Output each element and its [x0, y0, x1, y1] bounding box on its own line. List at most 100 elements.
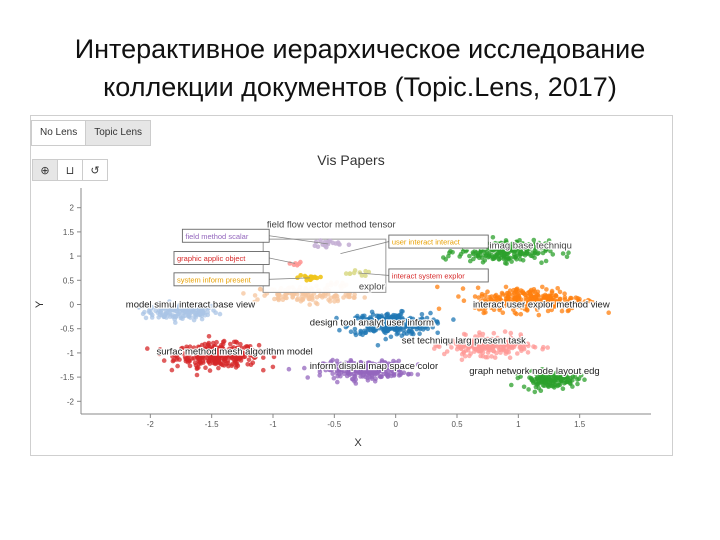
data-point[interactable]: [217, 311, 223, 317]
data-point[interactable]: [538, 243, 543, 249]
data-point[interactable]: [286, 366, 292, 372]
data-point[interactable]: [350, 319, 356, 325]
data-point[interactable]: [206, 340, 212, 346]
data-point[interactable]: [341, 295, 346, 300]
data-point[interactable]: [495, 251, 500, 256]
data-point[interactable]: [563, 370, 569, 376]
data-point[interactable]: [196, 344, 201, 350]
lens-point[interactable]: [363, 273, 368, 278]
data-point[interactable]: [295, 296, 301, 301]
data-point[interactable]: [458, 251, 464, 257]
data-point[interactable]: [235, 363, 241, 369]
lens-point[interactable]: [326, 239, 332, 244]
data-point[interactable]: [501, 253, 506, 258]
data-point[interactable]: [161, 314, 167, 320]
lens-point[interactable]: [343, 271, 349, 276]
data-point[interactable]: [206, 334, 212, 339]
data-point[interactable]: [524, 247, 529, 252]
data-point[interactable]: [241, 291, 246, 296]
data-point[interactable]: [328, 320, 333, 325]
data-point[interactable]: [372, 362, 378, 367]
data-point[interactable]: [483, 296, 488, 302]
data-point[interactable]: [478, 353, 483, 359]
data-point[interactable]: [478, 299, 484, 305]
data-point[interactable]: [183, 358, 189, 364]
data-point[interactable]: [299, 294, 305, 299]
data-point[interactable]: [515, 351, 520, 356]
data-point[interactable]: [374, 322, 379, 327]
data-point[interactable]: [361, 372, 366, 378]
data-point[interactable]: [461, 350, 467, 355]
data-point[interactable]: [548, 248, 553, 254]
data-point[interactable]: [476, 345, 481, 351]
data-point[interactable]: [199, 342, 205, 348]
data-point[interactable]: [143, 315, 149, 321]
data-point[interactable]: [255, 297, 260, 302]
data-point[interactable]: [568, 298, 573, 304]
data-point[interactable]: [328, 360, 333, 366]
data-point[interactable]: [252, 299, 257, 305]
data-point[interactable]: [560, 304, 565, 310]
data-point[interactable]: [364, 363, 369, 368]
data-point[interactable]: [540, 284, 545, 290]
data-point[interactable]: [161, 358, 167, 363]
data-point[interactable]: [185, 350, 190, 356]
data-point[interactable]: [264, 349, 269, 354]
data-point[interactable]: [525, 350, 531, 355]
data-point[interactable]: [497, 294, 503, 300]
data-point[interactable]: [502, 303, 507, 309]
data-point[interactable]: [449, 337, 455, 343]
data-point[interactable]: [522, 306, 528, 312]
data-point[interactable]: [514, 340, 520, 346]
data-point[interactable]: [180, 345, 185, 351]
data-point[interactable]: [195, 356, 201, 361]
data-point[interactable]: [495, 343, 501, 348]
data-point[interactable]: [490, 303, 495, 309]
data-point[interactable]: [520, 250, 525, 256]
data-point[interactable]: [486, 254, 491, 260]
scatter-plot[interactable]: Vis Papers 2 1.5 1 0.5 0 -0.5 -1 -1.5 -2 -2 -1.5 -1 -…: [31, 116, 672, 455]
data-point[interactable]: [503, 293, 508, 298]
data-point[interactable]: [557, 376, 563, 381]
data-point[interactable]: [252, 293, 258, 298]
data-point[interactable]: [368, 317, 374, 323]
data-point[interactable]: [157, 347, 163, 352]
data-point[interactable]: [222, 356, 228, 362]
lasso-button[interactable]: ⊔: [58, 159, 83, 181]
data-point[interactable]: [509, 382, 514, 388]
data-point[interactable]: [510, 292, 515, 297]
data-point[interactable]: [564, 254, 570, 260]
data-point[interactable]: [518, 311, 524, 317]
data-point[interactable]: [367, 360, 373, 366]
data-point[interactable]: [261, 367, 266, 373]
data-point[interactable]: [187, 363, 193, 369]
data-point[interactable]: [385, 328, 390, 333]
data-point[interactable]: [552, 385, 557, 390]
data-point[interactable]: [246, 357, 252, 363]
data-point[interactable]: [554, 374, 559, 380]
lens-point[interactable]: [318, 274, 323, 280]
data-point[interactable]: [307, 302, 313, 307]
data-point[interactable]: [502, 243, 507, 249]
data-point[interactable]: [206, 359, 212, 365]
data-point[interactable]: [332, 294, 337, 299]
data-point[interactable]: [391, 317, 397, 323]
lens-point[interactable]: [298, 259, 303, 265]
data-point[interactable]: [395, 321, 401, 326]
data-point[interactable]: [458, 344, 463, 350]
data-point[interactable]: [224, 361, 229, 367]
data-point[interactable]: [257, 286, 263, 292]
data-point[interactable]: [275, 295, 281, 301]
data-point[interactable]: [578, 373, 584, 378]
data-point[interactable]: [294, 291, 300, 297]
data-point[interactable]: [545, 308, 551, 314]
data-point[interactable]: [430, 324, 436, 330]
data-point[interactable]: [167, 307, 173, 313]
data-point[interactable]: [161, 306, 167, 311]
lens-point[interactable]: [357, 270, 363, 275]
data-point[interactable]: [538, 380, 544, 385]
data-point[interactable]: [443, 257, 449, 262]
data-point[interactable]: [513, 302, 519, 308]
data-point[interactable]: [459, 357, 465, 363]
data-point[interactable]: [523, 295, 529, 301]
